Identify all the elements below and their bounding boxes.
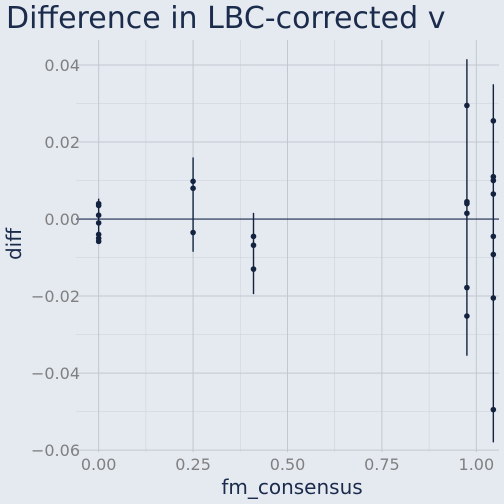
- y-tick-label: −0.04: [31, 364, 80, 383]
- data-point: [95, 202, 102, 209]
- data-point: [190, 185, 196, 192]
- data-point: [464, 284, 470, 291]
- data-point: [190, 178, 196, 185]
- error-bars: [97, 59, 495, 443]
- data-point: [464, 200, 470, 207]
- data-point: [490, 233, 497, 240]
- data-point: [95, 212, 102, 218]
- y-tick-label: 0.04: [44, 56, 80, 75]
- x-tick-label: 0.50: [270, 455, 306, 474]
- chart-title: Difference in LBC-corrected v: [6, 1, 445, 36]
- y-tick-label: −0.06: [31, 441, 80, 460]
- data-point: [490, 191, 497, 197]
- x-tick-label: 1.00: [459, 455, 495, 474]
- data-point: [95, 220, 102, 226]
- data-point: [190, 229, 196, 236]
- data-point: [464, 210, 470, 217]
- data-point: [250, 266, 257, 272]
- x-tick-label: 0.00: [81, 455, 117, 474]
- data-point: [490, 406, 497, 413]
- data-point: [95, 231, 102, 238]
- x-tick-label: 0.25: [175, 455, 211, 474]
- x-axis-ticks: 0.00 0.25 0.50 0.75 1.00: [81, 455, 494, 474]
- data-point: [490, 118, 497, 124]
- x-axis-title: fm_consensus: [221, 475, 362, 499]
- data-point: [250, 242, 257, 249]
- data-point: [490, 251, 497, 258]
- data-point: [464, 313, 470, 319]
- y-axis-ticks: −0.06 −0.04 −0.02 0.00 0.02 0.04: [31, 56, 80, 460]
- y-tick-label: 0.00: [44, 210, 80, 229]
- data-point: [490, 177, 497, 184]
- data-points: [95, 102, 497, 413]
- data-point: [95, 238, 102, 245]
- y-tick-label: −0.02: [31, 287, 80, 306]
- y-axis-title: diff: [2, 227, 26, 260]
- x-tick-label: 0.75: [364, 455, 400, 474]
- grid-major: [76, 40, 499, 452]
- data-point: [464, 102, 470, 109]
- data-point: [490, 295, 497, 301]
- data-point: [250, 233, 257, 240]
- y-tick-label: 0.02: [44, 133, 80, 152]
- data-point: [490, 173, 497, 180]
